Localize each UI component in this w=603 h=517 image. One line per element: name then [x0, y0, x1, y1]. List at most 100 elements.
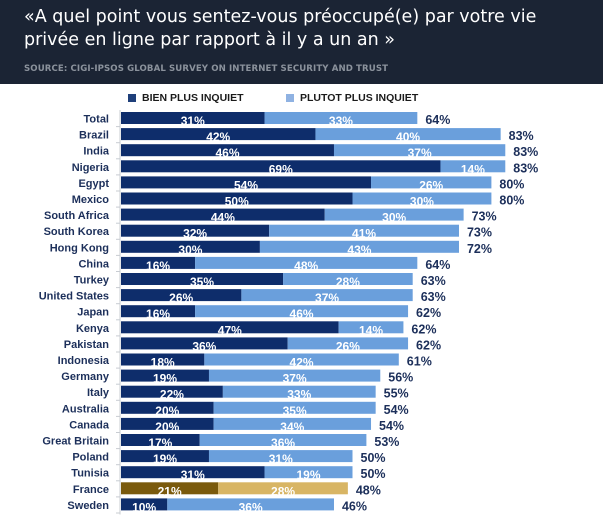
bar-series2: [287, 337, 409, 350]
bar-series1: [121, 337, 288, 350]
bar-series2-label: 14%: [359, 323, 383, 337]
bar-series1: [121, 224, 270, 237]
category-label: India: [83, 146, 110, 158]
bar-series2-label: 26%: [419, 178, 443, 192]
total-label: 72%: [467, 242, 492, 256]
header-banner: «A quel point vous sentez-vous préoccupé…: [0, 0, 603, 84]
bar-series2-label: 41%: [352, 227, 376, 241]
category-label: Great Britain: [42, 436, 109, 448]
bar-series1: [121, 305, 196, 318]
category-label: Italy: [87, 387, 110, 399]
bar-series2-label: 33%: [329, 114, 353, 128]
total-label: 55%: [384, 387, 409, 401]
category-label: Australia: [62, 403, 110, 415]
bar-series1: [121, 160, 441, 173]
bar-series1: [121, 385, 223, 398]
total-label: 80%: [499, 194, 524, 208]
category-label: Turkey: [74, 275, 110, 287]
category-label: Hong Kong: [50, 242, 109, 254]
bar-series1: [121, 498, 168, 511]
bar-series2: [208, 369, 381, 382]
total-label: 61%: [407, 355, 432, 369]
bar-series1-label: 54%: [234, 178, 258, 192]
bar-series2: [213, 417, 372, 430]
bar-series2-label: 37%: [283, 372, 307, 386]
total-label: 54%: [379, 419, 404, 433]
category-label: Japan: [77, 307, 109, 319]
bar-series1: [121, 208, 325, 221]
total-label: 62%: [416, 338, 441, 352]
category-label: France: [73, 484, 109, 496]
bar-series2: [218, 482, 348, 495]
bar-series1-label: 36%: [192, 339, 216, 353]
bar-series2: [269, 224, 459, 237]
bar-series1: [121, 466, 265, 479]
total-label: 63%: [421, 290, 446, 304]
bar-series2-label: 42%: [290, 356, 314, 370]
total-label: 48%: [356, 483, 381, 497]
bar-series2: [213, 401, 376, 414]
total-label: 54%: [384, 403, 409, 417]
bar-series1: [121, 192, 353, 205]
category-label: Tunisia: [71, 468, 110, 480]
legend-swatch-series2: [286, 94, 294, 102]
bar-series1: [121, 176, 372, 189]
bar-series1-label: 35%: [190, 275, 214, 289]
bar-series1: [121, 289, 242, 302]
bar-series1-label: 26%: [169, 291, 193, 305]
bar-series1: [121, 240, 260, 253]
bar-series1: [121, 482, 219, 495]
category-label: Sweden: [67, 500, 109, 512]
total-label: 50%: [361, 467, 386, 481]
bar-series1: [121, 450, 209, 463]
total-label: 83%: [513, 161, 538, 175]
bar-series2: [195, 305, 409, 318]
category-label: Indonesia: [58, 355, 110, 367]
bar-series2-label: 43%: [347, 243, 371, 257]
bar-series1: [121, 128, 316, 141]
bar-series1-label: 21%: [158, 484, 182, 498]
bar-series2: [440, 160, 506, 173]
total-label: 73%: [472, 210, 497, 224]
bar-series2-label: 48%: [294, 259, 318, 273]
bar-series1: [121, 401, 214, 414]
category-label: Egypt: [78, 178, 109, 190]
category-label: Pakistan: [64, 339, 110, 351]
category-label: South Africa: [44, 210, 110, 222]
bar-series1: [121, 417, 214, 430]
bar-series2: [167, 498, 334, 511]
bar-series1: [121, 321, 339, 334]
bar-series2-label: 37%: [315, 291, 339, 305]
source-note: SOURCE: CIGI-IPSOS GLOBAL SURVEY ON INTE…: [24, 64, 389, 74]
category-label: Mexico: [72, 194, 110, 206]
bar-series1-label: 10%: [132, 500, 156, 514]
bar-series1-label: 18%: [151, 356, 175, 370]
bar-series1-label: 50%: [225, 195, 249, 209]
legend-item-bien-plus-inquiet: BIEN PLUS INQUIET: [128, 92, 244, 104]
bar-series1-label: 17%: [148, 436, 172, 450]
category-label: Brazil: [79, 130, 109, 142]
bar-series2-label: 36%: [271, 436, 295, 450]
chart-title: «A quel point vous sentez-vous préoccupé…: [24, 7, 537, 50]
category-label: Nigeria: [72, 162, 110, 174]
legend-label-series1: BIEN PLUS INQUIET: [142, 92, 244, 104]
total-label: 83%: [513, 145, 538, 159]
bar-series2: [259, 240, 459, 253]
bar-series2-label: 26%: [336, 339, 360, 353]
bar-series2-label: 30%: [410, 195, 434, 209]
category-label: United States: [39, 291, 109, 303]
bar-series1-label: 20%: [155, 404, 179, 418]
total-label: 62%: [416, 306, 441, 320]
total-label: 46%: [342, 499, 367, 513]
bar-series1: [121, 353, 205, 366]
bar-series1-label: 42%: [206, 130, 230, 144]
bar-series1-label: 19%: [153, 452, 177, 466]
bar-series2: [352, 192, 492, 205]
bar-series2: [241, 289, 413, 302]
bar-series2-label: 40%: [396, 130, 420, 144]
bar-series1-label: 31%: [181, 114, 205, 128]
bar-series2-label: 36%: [239, 500, 263, 514]
total-label: 63%: [421, 274, 446, 288]
category-label: Poland: [72, 452, 109, 464]
bar-series2-label: 31%: [269, 452, 293, 466]
